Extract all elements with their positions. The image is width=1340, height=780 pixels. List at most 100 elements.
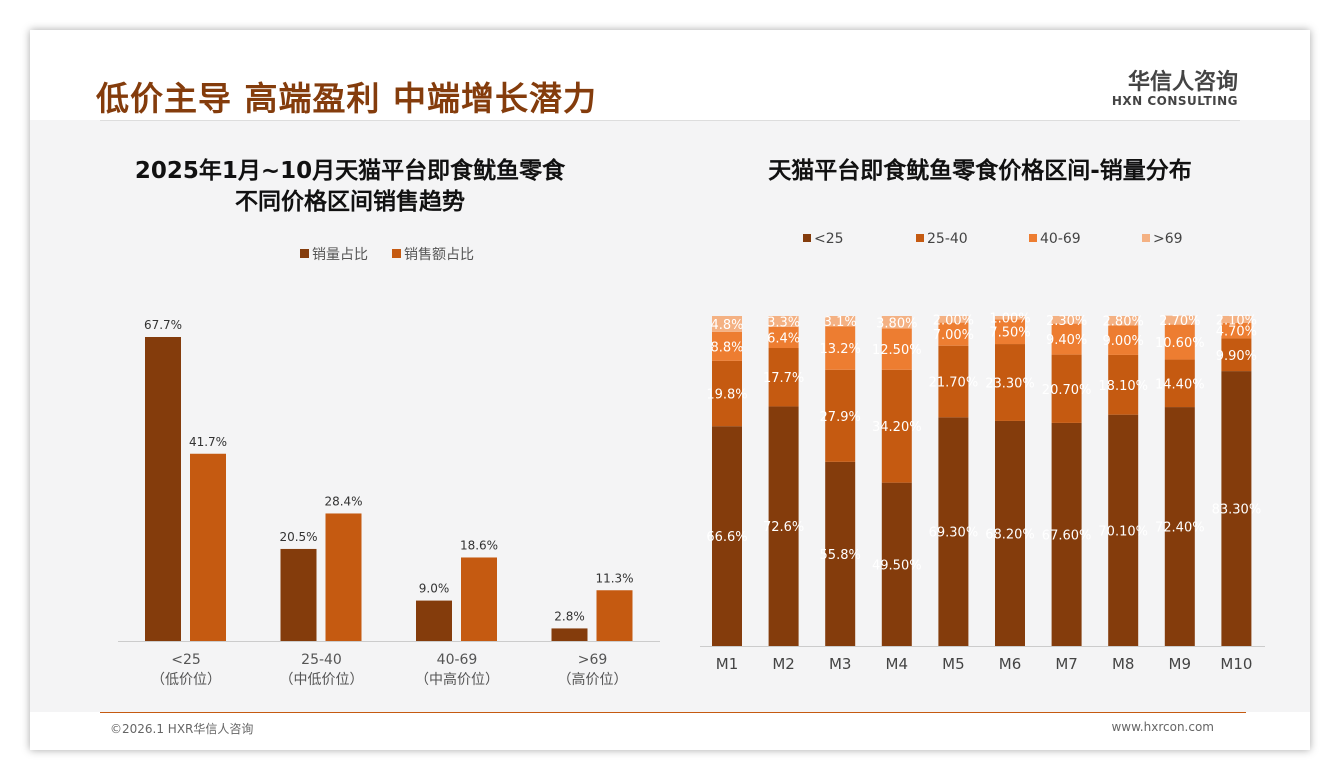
data-label: 11.3% [595,571,633,585]
data-label: 9.00% [1103,334,1144,349]
x-tick-label: M10 [1220,655,1252,673]
logo-en: HXN CONSULTING [1111,94,1238,108]
bar-segment [1108,316,1139,326]
legend-label: >69 [1153,231,1183,247]
data-label: 18.10% [1098,379,1148,394]
bar-segment [995,319,1025,345]
bar-segment [1221,371,1252,646]
bar [145,337,181,641]
bar-segment [1051,316,1082,324]
x-tick-label: M4 [886,655,909,673]
bar-segment [938,316,969,323]
bar-segment [1051,323,1082,355]
title-line2: 不同价格区间销售趋势 [235,189,465,215]
data-label: 70.10% [1098,524,1148,539]
bar-segment [1164,359,1195,408]
data-label: 3.1% [824,315,857,330]
bar-segment [1051,422,1082,646]
bar-segment [1164,324,1195,360]
bar-segment [1051,354,1082,423]
data-label: 68.20% [985,527,1035,542]
legend-swatch [300,249,309,258]
bar [190,453,226,641]
data-label: 3.3% [767,315,800,330]
x-tick-label: M8 [1112,655,1135,673]
data-label: 19.8% [706,388,747,403]
data-label: 3.80% [876,316,917,331]
bar-segment [825,326,856,370]
legend-swatch [803,234,811,242]
legend-swatch [1029,234,1037,242]
x-tick-label: M5 [942,655,965,673]
data-label: 23.30% [985,376,1035,391]
data-label: 2.80% [1103,315,1144,330]
footer: ©2026.1 HXR华信人咨询 www.hxrcon.com [30,712,1310,750]
data-label: 9.90% [1216,349,1257,364]
data-label: 20.70% [1042,383,1092,398]
data-label: 6.4% [767,331,800,346]
bar-segment [1108,325,1139,355]
bar-segment [1164,407,1195,646]
left-chart-title: 2025年1月~10月天猫平台即食鱿鱼零食 不同价格区间销售趋势 [90,156,610,218]
bar-segment [881,328,912,370]
bar-segment [938,345,969,418]
bar-segment [712,316,742,332]
title-line1: 2025年1月~10月天猫平台即食鱿鱼零食 [134,158,566,184]
bar-segment [881,369,912,483]
data-label: 2.00% [933,313,974,328]
data-label: 14.40% [1155,377,1205,392]
data-label: 49.50% [872,558,922,573]
bar-segment [825,316,856,327]
data-label: 27.9% [820,410,861,425]
data-label: 28.4% [324,494,362,508]
copyright: ©2026.1 HXR华信人咨询 [110,722,254,736]
data-label: 2.30% [1046,314,1087,329]
data-label: 1.00% [989,312,1030,327]
bar-segment [768,406,799,646]
data-label: 18.6% [460,538,498,552]
footer-line [100,712,1246,713]
bar-segment [881,482,912,646]
x-tick-sublabel: （低价位） [151,672,221,688]
x-tick-label: M7 [1055,655,1078,673]
data-label: 34.20% [872,420,922,435]
data-label: 7.50% [989,326,1030,341]
bar [551,628,588,641]
bar [596,590,633,641]
data-label: 8.8% [710,340,743,355]
data-label: 21.70% [929,376,979,391]
bar-segment [995,316,1025,320]
bar-segment [1221,322,1252,339]
header: 低价主导 高端盈利 中端增长潜力 华信人咨询 HXN CONSULTING [30,30,1310,120]
data-label: 4.8% [710,318,743,333]
bar-segment [995,420,1025,646]
bar-segment [1164,315,1195,325]
x-tick-label: M1 [716,655,739,673]
bar-segment [1221,316,1252,323]
data-label: 4.70% [1216,325,1257,340]
x-tick-label: M3 [829,655,852,673]
x-tick-label: 25-40 [301,652,342,668]
data-label: 69.30% [929,526,979,541]
bar-segment [825,461,856,646]
legend-label: 销售额占比 [404,247,474,263]
bar-segment [712,426,742,646]
x-tick-label: <25 [171,652,201,668]
x-tick-label: M2 [772,655,795,673]
bar-segment [995,344,1025,421]
data-label: 72.6% [763,520,804,535]
x-tick-sublabel: （高价位） [558,671,628,688]
legend-label: 销量占比 [312,247,368,263]
data-label: 20.5% [279,530,317,544]
slide: 低价主导 高端盈利 中端增长潜力 华信人咨询 HXN CONSULTING 20… [30,30,1310,750]
page-title: 低价主导 高端盈利 中端增长潜力 [96,79,597,118]
right-chart-title: 天猫平台即食鱿鱼零食价格区间-销量分布 [768,158,1192,184]
bar-segment [1108,414,1139,646]
bar-segment [881,316,912,329]
data-label: 67.60% [1042,528,1092,543]
x-tick-label: >69 [578,652,608,668]
x-tick-label: M6 [999,655,1022,673]
bar-segment [768,348,799,407]
data-label: 67.7% [144,318,182,332]
data-label: 72.40% [1155,521,1205,536]
